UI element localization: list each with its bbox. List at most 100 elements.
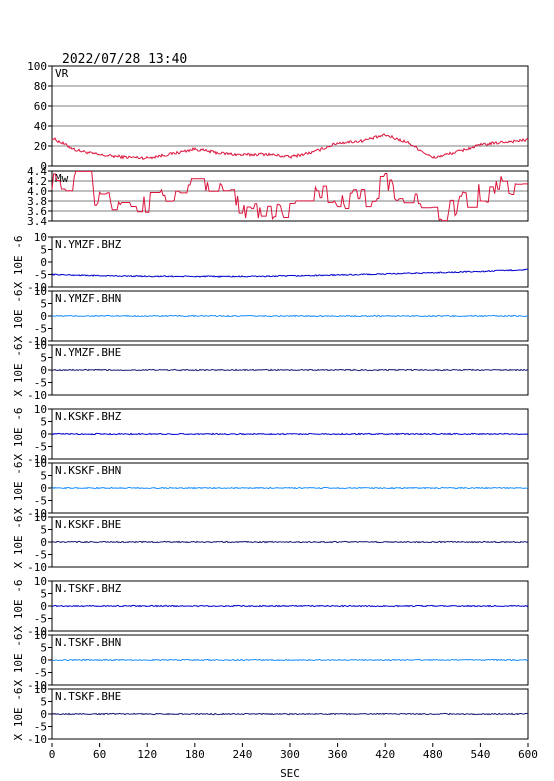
x-tick-label: 480: [423, 748, 443, 761]
series-line: [51, 658, 529, 662]
x-tick-label: 600: [518, 748, 538, 761]
x-tick-label: 360: [328, 748, 348, 761]
panel-label: N.KSKF.BHN: [55, 464, 121, 477]
y-tick-label: -5: [34, 441, 47, 454]
y-tick-label: 0: [40, 708, 47, 721]
series-line: [51, 486, 529, 490]
y-tick-label: 5: [40, 524, 47, 537]
y-tick-label: 10: [34, 339, 47, 352]
y-tick-label: 0: [40, 310, 47, 323]
y-tick-label: -10: [27, 679, 47, 692]
y-tick-label: 5: [40, 588, 47, 601]
series-line: [51, 604, 529, 608]
panel-label: N.KSKF.BHE: [55, 518, 121, 531]
x-axis: 0 60 120 180 240 300 360 420 480 540 600: [49, 743, 538, 761]
x-tick-label: 0: [49, 748, 56, 761]
panel-label: N.YMZF.BHZ: [55, 238, 122, 251]
y-tick-label: -5: [34, 721, 47, 734]
series-line: [51, 540, 529, 544]
panel-stack: 100806040200VR4.44.24.03.83.63.4Mw1050-5…: [12, 60, 529, 746]
panel-label: N.TSKF.BHN: [55, 636, 121, 649]
y-tick-label: 5: [40, 470, 47, 483]
x-axis-label: SEC: [280, 767, 300, 780]
y-tick-label: 60: [34, 100, 47, 113]
y-axis-label: X 10E -6: [12, 408, 25, 461]
y-tick-label: -5: [34, 377, 47, 390]
series-line: [51, 368, 529, 372]
y-tick-label: 4.4: [27, 165, 47, 178]
panel-frame: [51, 170, 529, 222]
y-tick-label: 0: [40, 600, 47, 613]
y-axis-label: X 10E -6: [12, 634, 25, 687]
y-tick-label: 10: [34, 629, 47, 642]
y-tick-label: 0: [40, 256, 47, 269]
y-tick-label: 0: [40, 654, 47, 667]
x-tick-label: 60: [93, 748, 106, 761]
y-tick-label: 10: [34, 683, 47, 696]
panel-label: N.YMZF.BHN: [55, 292, 121, 305]
y-tick-label: 5: [40, 642, 47, 655]
y-axis-label: X 10E -6: [12, 290, 25, 343]
y-axis-label: X 10E -6: [12, 580, 25, 633]
panel-frame: [51, 65, 529, 167]
y-tick-label: 5: [40, 352, 47, 365]
y-tick-label: 3.8: [27, 195, 47, 208]
y-tick-label: 0: [40, 482, 47, 495]
y-tick-label: 5: [40, 298, 47, 311]
panel-label: N.YMZF.BHE: [55, 346, 121, 359]
y-tick-label: -5: [34, 667, 47, 680]
panel-frame: [51, 236, 529, 288]
y-axis-label: X 10E -6: [12, 516, 25, 569]
y-tick-label: -10: [27, 389, 47, 402]
panel-label: VR: [55, 67, 69, 80]
y-tick-label: 0: [40, 364, 47, 377]
y-tick-label: 10: [34, 285, 47, 298]
y-tick-label: 5: [40, 244, 47, 257]
series-line: [51, 268, 529, 278]
y-tick-label: -5: [34, 613, 47, 626]
y-tick-label: 0: [40, 536, 47, 549]
panel-label: Mw: [55, 172, 69, 185]
y-tick-label: -10: [27, 733, 47, 746]
y-tick-label: -10: [27, 281, 47, 294]
panel-mw: 4.44.24.03.83.63.4 Mw: [27, 165, 529, 228]
y-axis-label: X 10E -6: [12, 462, 25, 515]
y-tick-label: 80: [34, 80, 47, 93]
y-tick-label: 40: [34, 120, 47, 133]
y-tick-label: 20: [34, 140, 47, 153]
y-tick-label: 10: [34, 231, 47, 244]
y-axis-label: X 10E -6: [12, 344, 25, 397]
y-tick-label: 3.4: [27, 215, 47, 228]
y-tick-label: 0: [40, 160, 47, 173]
y-tick-label: 10: [34, 403, 47, 416]
x-tick-label: 120: [137, 748, 157, 761]
y-tick-label: -5: [34, 323, 47, 336]
series-line: [51, 712, 529, 716]
series-line: [51, 170, 528, 222]
x-tick-label: 180: [185, 748, 205, 761]
series-line: [51, 432, 529, 436]
y-axis-label: X 10E -6: [12, 236, 25, 289]
y-tick-label: -5: [34, 549, 47, 562]
y-tick-label: -5: [34, 495, 47, 508]
x-tick-label: 420: [375, 748, 395, 761]
x-tick-label: 540: [470, 748, 490, 761]
y-tick-label: 10: [34, 511, 47, 524]
y-tick-label: -10: [27, 453, 47, 466]
y-tick-label: 3.6: [27, 205, 47, 218]
y-tick-label: -10: [27, 625, 47, 638]
x-tick-label: 300: [280, 748, 300, 761]
timestamp-title: 2022/07/28 13:40: [62, 52, 187, 67]
y-tick-label: 5: [40, 696, 47, 709]
y-tick-label: -10: [27, 335, 47, 348]
y-tick-label: 4.0: [27, 185, 47, 198]
